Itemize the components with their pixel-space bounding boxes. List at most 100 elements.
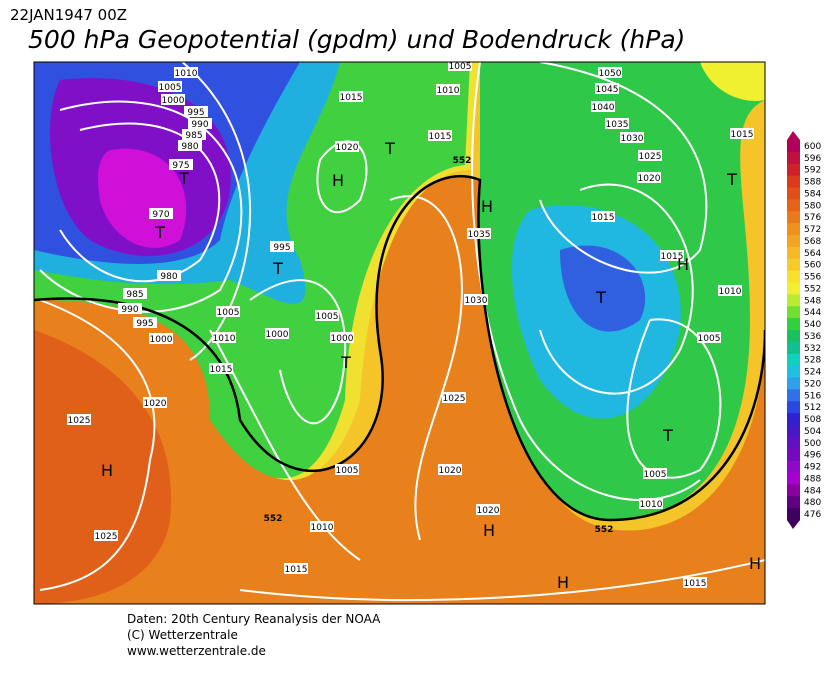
isobar-label-bg — [67, 414, 91, 425]
isobar-label: 1035 — [606, 120, 629, 130]
isobar-label-bg — [448, 62, 472, 71]
colorbar-swatch — [787, 151, 800, 165]
colorbar-label: 524 — [804, 368, 821, 378]
colorbar-swatch — [787, 282, 800, 295]
isobar-label-bg — [94, 530, 118, 541]
isobar-label-bg — [638, 150, 662, 161]
colorbar-swatch — [787, 353, 800, 367]
colorbar-label: 512 — [804, 403, 821, 413]
isobar-label-bg — [182, 129, 206, 140]
colorbar-label: 600 — [804, 142, 821, 152]
isobar-label-bg — [335, 464, 359, 475]
isobar-label-bg — [149, 333, 173, 344]
colorbar-label: 532 — [804, 344, 821, 354]
isobar-label-bg — [428, 130, 452, 141]
isobar-label-bg — [161, 94, 185, 105]
isobar-label-bg — [330, 332, 354, 343]
isobar-label-bg — [591, 211, 615, 222]
colorbar-label: 504 — [804, 427, 821, 437]
colorbar-label: 564 — [804, 249, 821, 259]
colorbar-bottom-arrow — [787, 520, 800, 529]
pressure-center: H — [749, 554, 761, 573]
colorbar-swatch — [787, 175, 800, 188]
colorbar-label: 520 — [804, 379, 821, 389]
colorbar-swatch — [787, 460, 800, 473]
isobar-label-bg — [158, 81, 182, 92]
isobar-label-bg — [184, 106, 208, 117]
isobar-label: 990 — [191, 120, 208, 130]
isobar-label: 1010 — [311, 523, 334, 533]
isobar-label: 1015 — [684, 579, 707, 589]
contour-552 — [34, 174, 765, 522]
isobar-label: 1005 — [644, 470, 667, 480]
isobar-label: 985 — [185, 131, 202, 141]
colorbar-label: 544 — [804, 308, 821, 318]
isobar-label: 1000 — [150, 335, 173, 345]
isobar-label-bg — [265, 328, 289, 339]
map-frame — [33, 61, 766, 605]
isobar-label: 1005 — [698, 334, 721, 344]
isobar-label-bg — [270, 241, 294, 252]
contour-label: 552 — [264, 514, 283, 524]
colorbar-swatch — [787, 306, 800, 319]
colorbar-swatch — [787, 389, 800, 402]
colorbar-swatch — [787, 365, 800, 378]
isobar-label: 980 — [160, 272, 177, 282]
contour-label: 552 — [453, 156, 472, 166]
isobar-label: 1050 — [599, 69, 622, 79]
isobar-label-bg — [188, 118, 212, 129]
isobar-label-bg — [178, 140, 202, 151]
colorbar-label: 592 — [804, 166, 821, 176]
pressure-center: T — [154, 223, 165, 242]
isobar-label-bg — [174, 67, 198, 78]
isobar-label: 1020 — [638, 174, 661, 184]
pressure-center: T — [178, 169, 189, 188]
colorbar-swatch — [787, 425, 800, 438]
isobar-label-bg — [595, 83, 619, 94]
isobar-label: 1010 — [640, 500, 663, 510]
colorbar-swatch — [787, 270, 800, 283]
isobar-label: 1040 — [592, 103, 615, 113]
isobar-label-bg — [149, 208, 173, 219]
pressure-center: T — [340, 353, 351, 372]
isobar-label-bg — [442, 392, 466, 403]
isobar-label-bg — [143, 397, 167, 408]
isobar-label-bg — [216, 306, 240, 317]
colorbar-label: 572 — [804, 225, 821, 235]
colorbar-label: 552 — [804, 284, 821, 294]
isobar-label: 1015 — [661, 252, 684, 262]
colorbar-label: 540 — [804, 320, 821, 330]
isobar-label-bg — [157, 270, 181, 281]
isobar-label-bg — [123, 288, 147, 299]
colorbar-swatch — [787, 484, 800, 497]
colorbar-top-arrow — [787, 131, 800, 140]
colorbar-label: 588 — [804, 178, 821, 188]
isobar-label-bg — [209, 363, 233, 374]
colorbar-label: 596 — [804, 154, 821, 164]
isobar-label: 1015 — [285, 565, 308, 575]
colorbar-label: 516 — [804, 391, 821, 401]
isobar-label: 1010 — [175, 69, 198, 79]
isobar-label: 1025 — [68, 416, 91, 426]
colorbar-label: 560 — [804, 261, 821, 271]
isobar-label-bg — [637, 172, 661, 183]
isobar-label: 1015 — [731, 130, 754, 140]
isobar-label-bg — [730, 128, 754, 139]
isobar-label: 1025 — [95, 532, 118, 542]
isobar-label-bg — [683, 577, 707, 588]
isobar-label-bg — [315, 310, 339, 321]
isobar-label: 1025 — [443, 394, 466, 404]
isobar-label: 1010 — [437, 86, 460, 96]
isobar-label: 1010 — [719, 287, 742, 297]
isobar-label: 975 — [172, 161, 189, 171]
pressure-center: T — [662, 426, 673, 445]
colorbar-swatch — [787, 318, 800, 331]
pressure-center: T — [272, 259, 283, 278]
pressure-center: T — [726, 170, 737, 189]
colorbar-swatch — [787, 436, 800, 450]
pressure-center: T — [595, 288, 606, 307]
isobar-label: 1005 — [336, 466, 359, 476]
footer-line: Daten: 20th Century Reanalysis der NOAA — [127, 612, 381, 626]
contour-label: 552 — [595, 525, 614, 535]
colorbar-label: 476 — [804, 510, 821, 520]
